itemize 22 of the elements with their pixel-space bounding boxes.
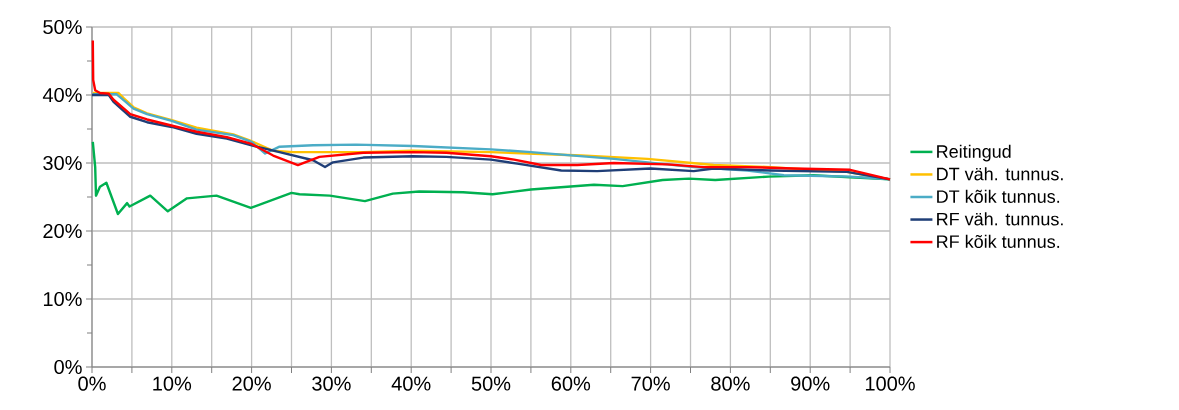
y-tick-label: 20% [43, 223, 82, 239]
x-tick-label: 40% [391, 376, 431, 391]
y-tick-label: 30% [43, 155, 82, 171]
x-tick-label: 30% [312, 376, 351, 391]
legend-label: Reitingud [937, 144, 1011, 162]
x-tick-label: 70% [631, 376, 670, 391]
x-tick-label: 60% [551, 376, 591, 391]
y-tick-label: 0% [54, 359, 82, 375]
legend-label: DT väh. tunnus. [937, 167, 1063, 181]
legend-label: RF kõik tunnus. [937, 234, 1060, 249]
legend-label: DT kõik tunnus. [937, 189, 1060, 203]
legend-label: RF väh. tunnus. [937, 212, 1063, 226]
y-tick-label: 50% [43, 19, 82, 35]
x-tick-label: 90% [791, 376, 830, 391]
x-tick-label: 20% [232, 376, 271, 391]
x-tick-label: 100% [865, 376, 915, 391]
y-tick-label: 10% [43, 291, 82, 307]
x-tick-label: 50% [471, 376, 511, 391]
x-tick-label: 0% [78, 376, 106, 391]
x-tick-label: 10% [153, 376, 192, 391]
x-tick-label: 80% [711, 376, 750, 391]
y-tick-label: 40% [42, 87, 82, 103]
